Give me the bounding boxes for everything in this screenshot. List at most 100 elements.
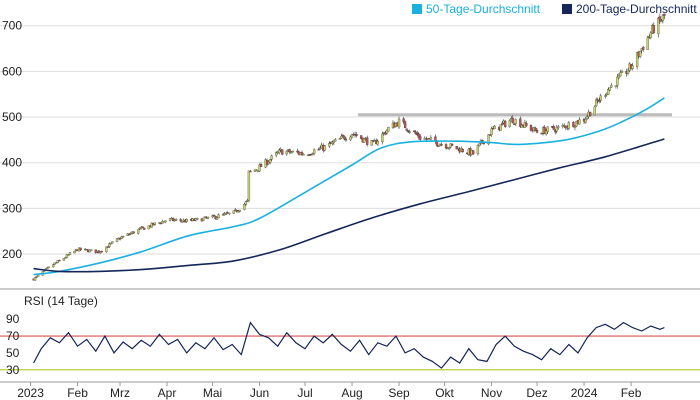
candle-body [519,118,522,127]
candle-body [217,214,220,219]
candle-body [472,150,475,155]
candle-body [440,144,443,146]
candle-body [604,95,607,97]
candle-body [47,266,50,269]
candle-body [312,149,316,154]
candle-body [174,219,178,221]
x-tick-label: Apr [158,386,177,400]
candle-body [143,227,146,230]
x-tick-label: 2023 [17,386,44,400]
candle-body [194,218,197,221]
candle-body [212,215,216,217]
candle-body [652,25,655,34]
candle-body [35,276,38,278]
price-y-tick-label: 600 [2,64,22,78]
candle-body [608,87,611,91]
candle-body [649,32,652,38]
candle-body [355,134,358,136]
candle-body [564,125,567,129]
candle-body [402,118,405,123]
candle-body [381,133,384,143]
candle-body [56,260,59,263]
candle-body [46,267,49,269]
candle-body [444,144,448,149]
candle-body [514,119,517,124]
candle-body [658,16,662,21]
candle-body [100,251,103,253]
rsi-title: RSI (14 Tage) [24,294,98,308]
candle-body [340,135,343,139]
candle-body [228,212,231,215]
candle-body [397,118,401,128]
candle-body [171,218,175,221]
candle-body [493,125,496,130]
rsi-line [33,321,665,369]
candle-body [300,152,304,155]
candle-body [109,242,113,245]
candle-body [529,125,533,131]
candle-body [417,133,420,138]
candle-body [349,136,352,141]
candle-body [334,139,337,142]
candle-body [598,100,601,102]
candle-body [206,216,210,219]
candle-body [578,119,581,125]
x-tick-label: Mai [203,386,222,400]
candle-body [616,76,619,86]
candle-body [534,127,537,131]
candle-body [36,274,40,277]
price-y-tick-label: 300 [2,201,22,215]
candle-body [408,131,411,133]
candle-body [53,262,56,265]
candle-body [384,132,387,135]
candle-body [65,254,69,258]
candle-body [338,138,342,140]
candle-body [366,137,369,145]
candle-body [85,249,88,251]
candle-body [599,95,602,101]
candle-body [557,126,560,128]
candle-body [350,134,354,138]
candle-body [270,155,273,160]
candle-body [249,170,252,173]
candle-body [328,143,331,147]
candle-body [108,243,111,247]
candle-body [185,219,188,223]
candle-body [535,130,539,133]
candle-body [370,140,373,146]
candle-body [215,217,219,220]
price-panel: 200 300 400 500 600 700 [0,13,700,281]
candle-body [513,123,516,125]
rsi-y-tick-label: 70 [6,329,20,343]
candle-body [140,226,143,229]
price-y-tick-labels: 200 300 400 500 600 700 [2,19,22,261]
x-tick-label: Dez [526,386,547,400]
candle-body [288,149,292,153]
candle-body [626,70,630,74]
candle-body [461,148,464,153]
candle-body [238,209,241,212]
ma50-line [33,97,665,276]
candle-body [546,126,549,132]
candle-body [661,15,665,21]
candle-body [646,37,649,50]
candle-body [552,126,555,130]
candle-body [540,132,543,135]
candle-body [490,128,493,135]
candle-body [302,154,305,156]
rsi-reference-lines [0,335,700,371]
candle-body [610,85,613,88]
candle-body [68,252,72,255]
candle-body [33,277,37,281]
candle-body [88,249,91,253]
candle-body [64,257,67,259]
legend-ma200-swatch [562,4,572,14]
candle-body [244,201,248,205]
candle-body [258,164,261,172]
x-tick-label: Jul [297,386,312,400]
candle-body [147,225,150,230]
candle-body [268,159,272,163]
candle-body [567,122,571,129]
candle-body [406,130,410,132]
candle-body [511,117,514,124]
